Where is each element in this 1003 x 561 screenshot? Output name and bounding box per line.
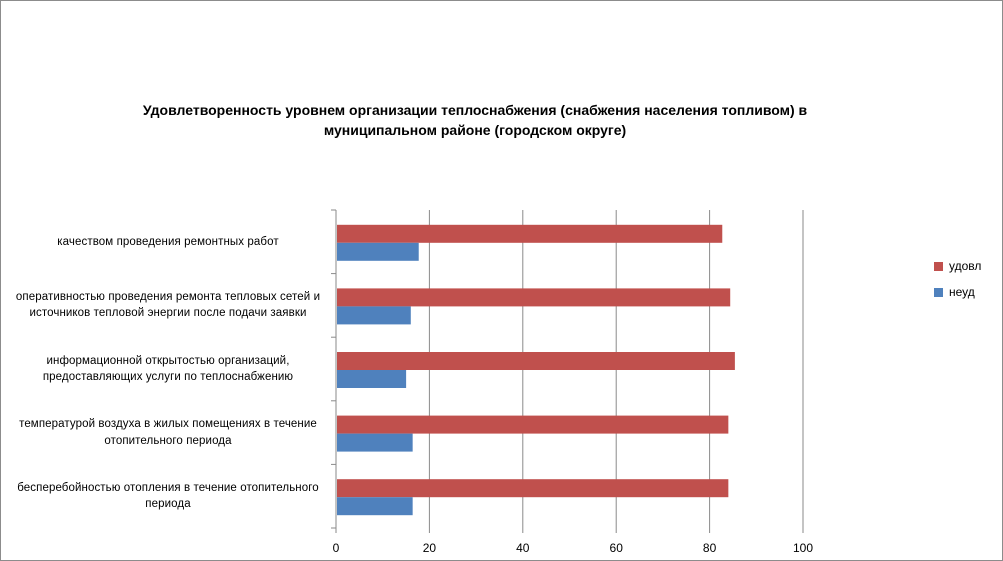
category-label: качеством проведения ремонтных работ (57, 235, 279, 248)
bar-neud (337, 306, 411, 325)
legend-item-udovl: удовл (934, 259, 981, 273)
bar-udovl (337, 415, 729, 434)
x-tick-label: 40 (516, 541, 530, 555)
bar-neud (337, 433, 413, 452)
legend-item-neud: неуд (934, 285, 975, 299)
bar-neud (337, 370, 407, 388)
x-tick-label: 20 (423, 541, 437, 555)
category-label: температурой воздуха в жилых помещениях … (19, 418, 317, 447)
x-tick-label: 100 (793, 541, 813, 555)
legend-label-udovl: удовл (949, 259, 982, 273)
bar-udovl (337, 288, 731, 307)
bar-udovl (337, 352, 735, 370)
chart-title: Удовлетворенность уровнем организации те… (142, 102, 808, 138)
legend-swatch-udovl (934, 261, 943, 271)
x-tick-label: 80 (703, 541, 717, 555)
legend-swatch-neud (934, 287, 943, 297)
category-label: бесперебойностью отопления в течение ото… (17, 481, 319, 511)
category-label: информационной открытостью организаций, … (42, 354, 294, 384)
legend-label-neud: неуд (949, 285, 975, 299)
x-tick-label: 0 (333, 541, 340, 555)
bar-udovl (337, 479, 729, 498)
category-label: оперативностью проведения ремонта теплов… (15, 290, 321, 320)
x-tick-label: 60 (610, 541, 624, 555)
bar-neud (337, 497, 413, 516)
bar-udovl (337, 224, 723, 243)
bar-neud (337, 242, 419, 261)
